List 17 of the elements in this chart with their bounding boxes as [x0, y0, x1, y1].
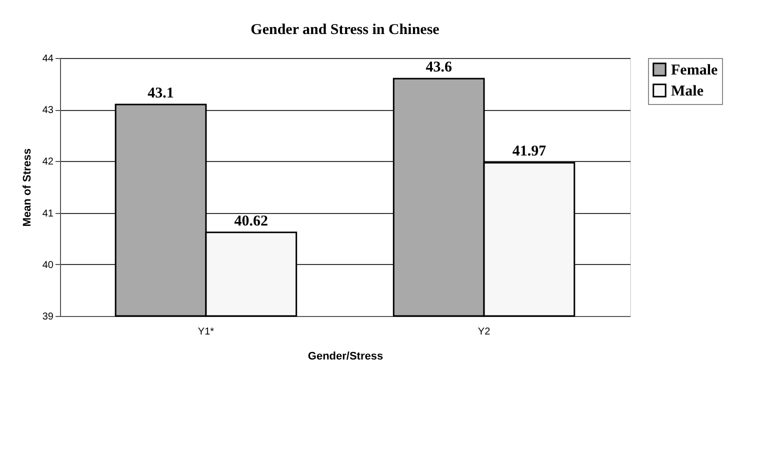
data-label: 40.62: [234, 213, 268, 230]
x-tick-label: Y1*: [198, 326, 214, 338]
chart-title: Gender and Stress in Chinese: [250, 22, 440, 38]
y-tick-label: 39: [42, 312, 54, 322]
y-axis-title: Mean of Stress: [21, 148, 34, 227]
y-tick-label: 43: [42, 105, 54, 116]
y-tick-label: 41: [42, 208, 54, 220]
x-axis-title: Gender/Stress: [308, 350, 384, 362]
legend-label: Male: [671, 84, 704, 100]
y-tick-label: 44: [42, 54, 54, 64]
data-label: 43.6: [426, 60, 452, 76]
y-tick-label: 42: [42, 156, 54, 168]
data-label: 41.97: [512, 144, 547, 160]
x-tick-label: Y2: [478, 326, 491, 338]
legend-label: Female: [671, 62, 718, 78]
y-tick-label: 40: [42, 260, 54, 271]
data-label: 43.1: [148, 85, 174, 102]
